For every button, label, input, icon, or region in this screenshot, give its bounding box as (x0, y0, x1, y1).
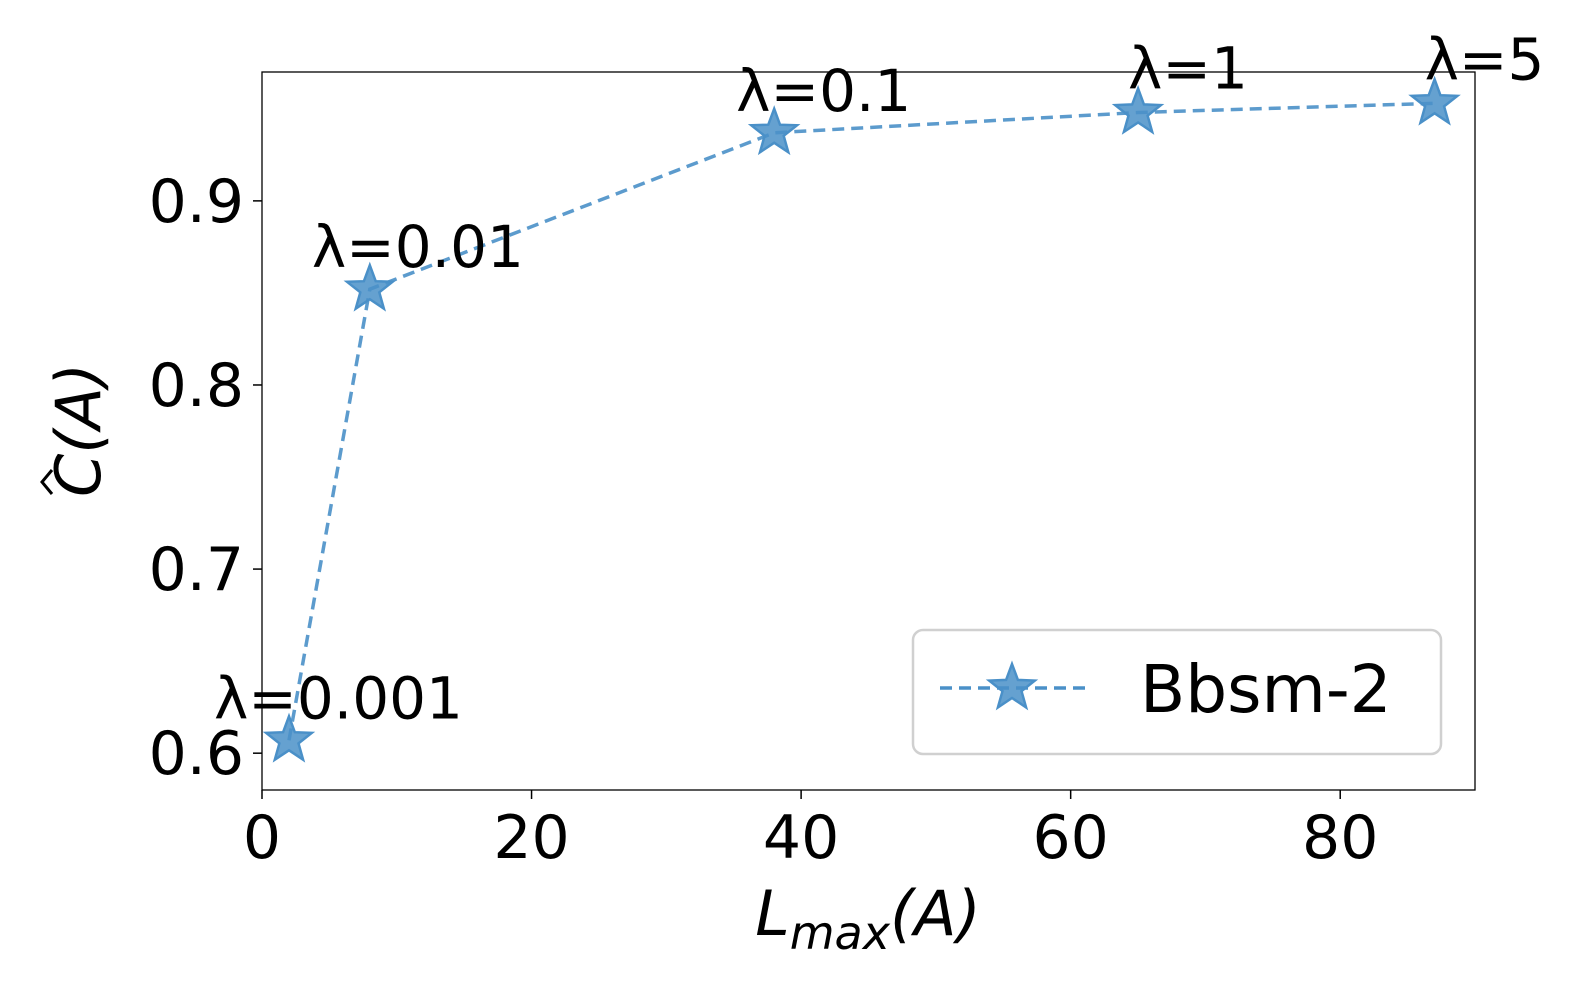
x-tick-label: 40 (763, 803, 839, 873)
legend-frame (911, 628, 1443, 756)
point-annotation: λ=0.001 (214, 664, 463, 732)
y-tick-label: 0.8 (149, 351, 244, 421)
data-point-star (747, 105, 801, 156)
point-annotation: λ=0.01 (312, 213, 524, 281)
y-axis-label-base: C (42, 453, 115, 497)
data-point-star (262, 712, 316, 763)
x-tick-label: 60 (1032, 803, 1108, 873)
legend-label: Bbsm-2 (1140, 651, 1392, 728)
y-axis-label-hat (40, 469, 54, 495)
series-line (287, 101, 1435, 741)
x-axis-label-subscript: max (790, 906, 891, 960)
series-layer: λ=0.001 λ=0.01 λ=0.1 λ=1 λ=5 (214, 25, 1545, 763)
legend-star-marker (985, 660, 1039, 711)
x-tick-label: 80 (1302, 803, 1378, 873)
x-axis-label-tail: (A) (890, 877, 981, 950)
data-point-star (1111, 84, 1165, 135)
point-annotation: λ=5 (1425, 25, 1545, 93)
y-tick-label: 0.9 (149, 167, 244, 237)
x-tick-label: 0 (243, 803, 281, 873)
y-axis-label-tail: (A) (42, 363, 115, 454)
x-axis: 0 20 40 60 80 (243, 790, 1378, 873)
y-tick-label: 0.6 (149, 719, 244, 789)
data-point-star (1408, 75, 1461, 126)
x-tick-label: 20 (493, 803, 569, 873)
x-axis-label-base: L (755, 877, 790, 950)
y-axis-label: C(A) (40, 363, 115, 497)
x-axis-label: Lmax(A) (755, 877, 981, 960)
point-annotation: λ=1 (1128, 35, 1248, 103)
y-axis: 0.6 0.7 0.8 0.9 (149, 167, 262, 789)
y-tick-label: 0.7 (149, 535, 244, 605)
svg-text:C(A): C(A) (42, 363, 115, 497)
legend: Bbsm-2 (911, 628, 1443, 756)
data-point-star (343, 261, 397, 312)
point-annotation: λ=0.1 (736, 57, 911, 125)
